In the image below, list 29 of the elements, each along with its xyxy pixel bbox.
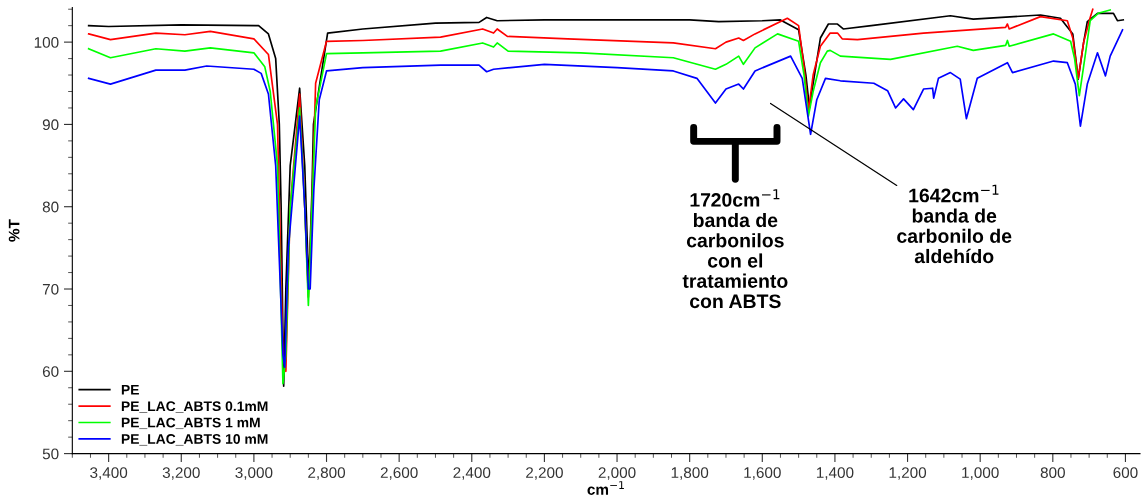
x-tick-label: 2,800 xyxy=(308,467,346,480)
x-tick-label: 800 xyxy=(1040,467,1065,479)
legend-label: PE_LAC_ABTS 1 mM xyxy=(121,417,260,430)
annotation: 1720cm$^{−1}$ banda de carbonilos con el tratamiento con ABTS xyxy=(682,189,788,309)
x-tick-label: 1,400 xyxy=(816,467,854,480)
y-tick-label: 80 xyxy=(42,201,59,213)
y-axis-title: %T xyxy=(8,219,20,242)
legend-label: PE xyxy=(121,384,139,395)
x-tick-label: 3,200 xyxy=(162,467,200,480)
x-tick-label: 1,800 xyxy=(671,467,709,480)
x-tick-label: 2,000 xyxy=(598,467,636,480)
x-axis-title: cm$^{−1}$ xyxy=(587,481,624,495)
x-tick-label: 2,400 xyxy=(453,467,491,480)
y-tick-label: 90 xyxy=(42,119,59,131)
annotation: 1642cm$^{−1}$ banda de carbonilo de aldehído xyxy=(897,184,1012,264)
y-tick-label: 100 xyxy=(34,36,59,48)
legend-label: PE_LAC_ABTS 0.1mM xyxy=(121,401,268,413)
x-tick-label: 600 xyxy=(1113,467,1138,479)
x-tick-label: 3,400 xyxy=(90,467,128,480)
x-tick-label: 2,200 xyxy=(526,467,563,480)
x-tick-label: 1,000 xyxy=(962,467,999,480)
y-tick-label: 70 xyxy=(42,283,59,295)
y-tick-label: 50 xyxy=(42,448,59,460)
x-tick-label: 1,200 xyxy=(889,467,927,480)
legend-label: PE_LAC_ABTS 10 mM xyxy=(121,434,268,446)
x-tick-label: 2,600 xyxy=(380,467,418,480)
x-tick-label: 1,600 xyxy=(744,467,781,480)
x-tick-label: 3,000 xyxy=(235,467,273,480)
y-tick-label: 60 xyxy=(42,366,59,377)
